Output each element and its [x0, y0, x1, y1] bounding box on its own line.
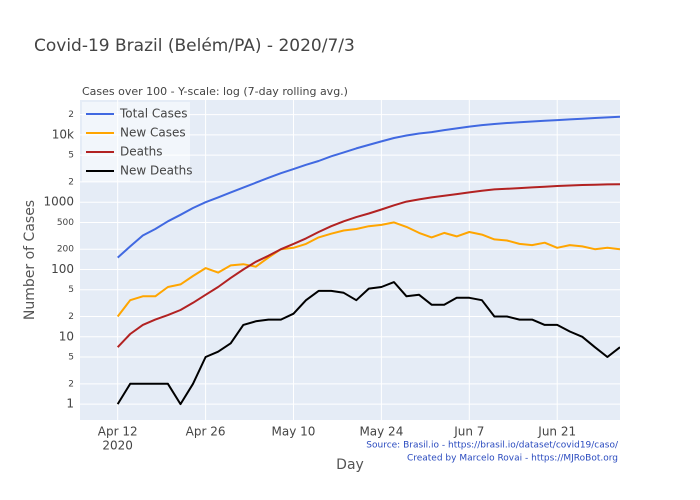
y-tick-label: 1	[66, 397, 74, 411]
x-tick-label: Apr 12	[98, 425, 138, 439]
series-line	[117, 115, 620, 259]
y-tick-label: 5	[68, 285, 74, 295]
series-group	[116, 115, 620, 406]
legend-box	[82, 102, 190, 182]
y-tick-label: 5	[68, 353, 74, 363]
chart-title: Covid-19 Brazil (Belém/PA) - 2020/7/3	[34, 36, 355, 56]
x-tick-label: Jun 21	[537, 425, 576, 439]
x-axis-title: Day	[336, 457, 364, 473]
series-line	[116, 183, 620, 348]
series-line	[116, 221, 620, 318]
y-tick-label: 200	[57, 245, 74, 255]
legend-label: Total Cases	[119, 107, 187, 121]
y-tick-label: 5	[68, 151, 74, 161]
y-tick-label: 10	[59, 329, 74, 343]
credit-note: Created by Marcelo Rovai - https://MJRoB…	[407, 454, 618, 464]
x-tick-label: May 24	[359, 425, 403, 439]
y-tick-label: 10k	[52, 127, 74, 141]
x-year-label: 2020	[102, 439, 133, 453]
chart-subtitle: Cases over 100 - Y-scale: log (7-day rol…	[82, 85, 348, 98]
series-line	[116, 281, 620, 406]
x-tick-label: Jun 7	[453, 425, 484, 439]
legend-label: New Cases	[120, 126, 186, 140]
y-tick-label: 2	[68, 312, 74, 322]
y-tick-label: 1000	[43, 195, 74, 209]
legend-label: Deaths	[120, 145, 163, 159]
x-tick-label: May 10	[272, 425, 316, 439]
y-tick-label: 100	[51, 262, 74, 276]
y-tick-label: 2	[68, 379, 74, 389]
y-tick-label: 500	[57, 218, 74, 228]
legend-label: New Deaths	[120, 164, 193, 178]
source-note: Source: Brasil.io - https://brasil.io/da…	[366, 441, 619, 451]
y-tick-label: 2	[68, 177, 74, 187]
x-tick-label: Apr 26	[186, 425, 226, 439]
y-axis-title: Number of Cases	[22, 200, 38, 320]
y-tick-label: 2	[68, 110, 74, 120]
